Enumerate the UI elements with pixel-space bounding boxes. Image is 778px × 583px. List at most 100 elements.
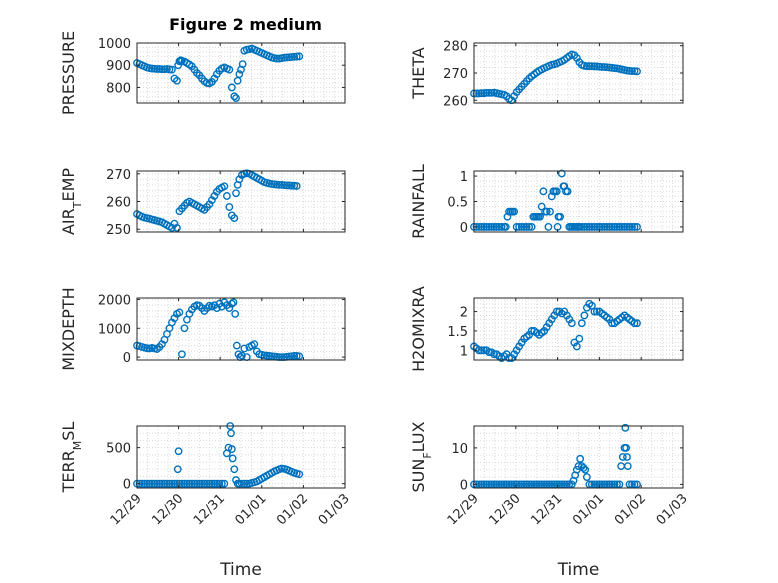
panel-mixdepth: 0 1000 2000 MIXDEPTH [59,287,346,371]
panel-sun-flux-x-label: Time [557,560,600,580]
data-point [567,319,576,328]
y-tick-label: 900 [106,59,131,74]
data-point [170,479,179,488]
panel-theta-y-label: THETA [409,47,428,99]
y-tick-label: 2000 [98,293,131,308]
data-point [143,479,151,488]
data-point [603,223,611,231]
panel-air-temp: 250 260 270 AIRTEMP [59,168,346,238]
data-point [563,187,572,196]
data-point [229,298,238,307]
panel-theta-series [470,50,641,105]
data-point [477,89,486,98]
y-tick-label: 0 [460,221,468,236]
data-point [240,344,249,353]
data-point [582,473,591,481]
y-tick-label: 10 [451,442,468,457]
panel-h2omixra-y-label: H2OMIXRA [409,286,428,372]
data-point [590,307,599,316]
panel-air-temp-series [133,169,301,232]
data-point [195,479,204,488]
data-point [574,462,583,471]
data-point [557,169,566,178]
data-point [292,182,301,190]
data-point [600,223,609,231]
data-point [207,479,216,488]
data-point [225,203,234,211]
data-point [168,479,176,488]
data-point [539,187,548,196]
panel-terr-msl-y-label: TERRMSL [59,422,84,494]
data-point [480,223,488,231]
data-point [552,187,561,196]
panel-terr-msl-x-label: Time [219,560,262,580]
panel-air-temp-y-label: AIRTEMP [59,168,84,235]
data-point [230,465,239,474]
figure-title: Figure 2 medium [169,15,322,34]
data-point [492,223,501,231]
data-point [202,479,211,488]
data-point [517,223,526,231]
panel-h2omixra-axes-box [473,297,684,361]
data-point [155,479,164,488]
y-tick-label: 1 [460,344,468,359]
data-point [160,479,169,488]
x-tick-label: 01/01 [233,491,270,528]
data-point [590,223,599,231]
data-point [576,454,585,463]
data-point [577,319,586,328]
data-point [295,352,304,361]
data-point [618,453,627,461]
data-point [477,223,486,231]
data-point [232,94,240,103]
data-point [536,212,544,221]
y-tick-label: 270 [106,168,131,183]
data-point [623,462,632,471]
data-point [175,308,184,317]
y-tick-label: 1 [460,170,468,185]
data-point [497,223,506,231]
data-point [145,479,154,488]
data-point [173,223,181,232]
y-tick-label: 1.5 [447,325,468,340]
data-point [512,223,521,231]
panel-sun-flux: 12/29 12/30 12/31 01/01 01/02 01/03 0 10 SUNFLUX… [409,421,691,580]
y-tick-label: 280 [443,40,468,55]
data-point [238,60,247,69]
y-tick-label: 0 [123,478,131,493]
data-point [482,89,491,97]
data-point [150,479,159,488]
data-point [501,223,510,231]
data-point [633,67,641,76]
data-point [175,479,184,488]
data-point [173,465,182,474]
data-point [577,223,586,231]
data-point [173,76,181,85]
data-point [232,341,241,350]
data-point [250,340,259,349]
data-point [153,479,161,488]
data-point [135,479,144,488]
y-tick-label: 2 [460,306,468,321]
data-point [215,479,224,488]
data-point [621,423,630,432]
panel-theta-grid [473,43,684,103]
data-point [275,180,284,189]
y-tick-label: 260 [106,196,131,211]
panel-pressure-y-label: PRESSURE [59,31,78,115]
data-point [188,479,196,488]
data-point [544,223,553,231]
data-point [180,479,189,488]
data-point [242,479,251,488]
y-tick-label: 0.5 [447,196,468,211]
panel-terr-msl-series [133,422,304,488]
x-tick-label: 12/30 [487,491,524,528]
data-point [272,54,281,63]
data-point [580,223,589,231]
x-tick-label: 01/02 [274,491,311,528]
data-point [572,465,581,474]
data-point [581,465,590,474]
data-point [556,212,565,221]
data-point [227,429,235,438]
data-point [472,223,481,231]
